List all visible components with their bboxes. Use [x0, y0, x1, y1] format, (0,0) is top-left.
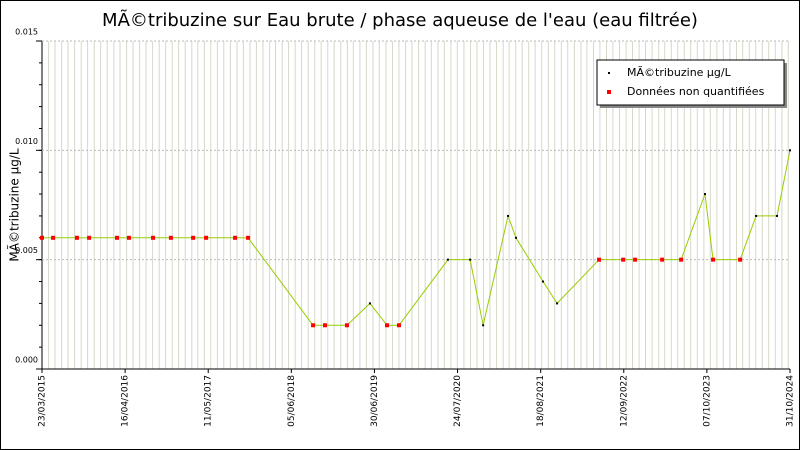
- point: [74, 235, 79, 240]
- line-segment: [680, 193, 706, 260]
- point: [679, 257, 684, 262]
- y-axis-label: MÃ©tribuzine µg/L: [7, 148, 22, 261]
- point: [738, 257, 743, 262]
- point: [396, 323, 401, 328]
- point: [126, 235, 131, 240]
- point: [385, 323, 390, 328]
- chart-title: MÃ©tribuzine sur Eau brute / phase aqueu…: [102, 9, 698, 31]
- legend-label: MÃ©tribuzine µg/L: [627, 66, 732, 79]
- point: [40, 235, 44, 240]
- point: [151, 235, 156, 240]
- point: [621, 257, 626, 262]
- point: [311, 323, 316, 328]
- line-segment: [398, 259, 449, 326]
- point: [789, 149, 791, 152]
- point: [482, 324, 485, 327]
- point: [446, 258, 449, 261]
- point: [507, 214, 510, 217]
- line-segment: [469, 259, 484, 326]
- x-tick-label: 05/06/2018: [287, 375, 297, 427]
- x-tick-label: 31/10/2024: [786, 375, 796, 427]
- x-tick-label: 30/06/2019: [370, 375, 380, 427]
- point: [542, 280, 545, 283]
- point: [556, 302, 559, 305]
- legend-box: [596, 59, 785, 106]
- y-tick-label: 0.000: [15, 356, 38, 365]
- line-segment: [482, 215, 509, 326]
- line-segment: [369, 303, 388, 326]
- line-segment: [346, 303, 371, 326]
- point: [368, 302, 371, 305]
- point: [660, 257, 665, 262]
- point: [514, 236, 517, 239]
- point: [597, 257, 602, 262]
- legend-marker: [607, 90, 611, 94]
- line-segment: [515, 237, 544, 282]
- line-segment: [776, 150, 791, 217]
- x-tick-label: 23/03/2015: [38, 375, 48, 427]
- line-segment: [507, 215, 517, 238]
- point: [246, 235, 251, 240]
- point: [469, 258, 472, 261]
- point: [323, 323, 328, 328]
- point: [115, 235, 120, 240]
- y-tick-label: 0.005: [15, 246, 38, 255]
- x-tick-label: 24/07/2020: [453, 375, 463, 427]
- line-segment: [739, 215, 757, 260]
- point: [711, 257, 716, 262]
- point: [755, 214, 758, 217]
- point: [168, 235, 173, 240]
- x-tick-label: 07/10/2023: [702, 375, 712, 427]
- line-segment: [556, 259, 600, 304]
- point: [344, 323, 349, 328]
- line-segment: [542, 281, 558, 304]
- point: [776, 214, 779, 217]
- legend-label: Données non quantifiées: [627, 85, 765, 98]
- x-tick-label: 16/04/2016: [121, 375, 131, 427]
- x-tick-label: 18/08/2021: [536, 375, 546, 427]
- point: [233, 235, 238, 240]
- point: [191, 235, 196, 240]
- x-tick-label: 11/05/2017: [204, 375, 214, 427]
- line-segment: [704, 194, 714, 260]
- point: [204, 235, 209, 240]
- point: [51, 235, 56, 240]
- x-tick-label: 12/09/2022: [619, 375, 629, 427]
- y-tick-label: 0.015: [15, 28, 38, 37]
- y-tick-label: 0.010: [15, 137, 38, 146]
- legend-marker: [608, 72, 610, 74]
- point: [87, 235, 92, 240]
- point: [703, 193, 706, 196]
- line-segment: [247, 237, 314, 326]
- point: [633, 257, 638, 262]
